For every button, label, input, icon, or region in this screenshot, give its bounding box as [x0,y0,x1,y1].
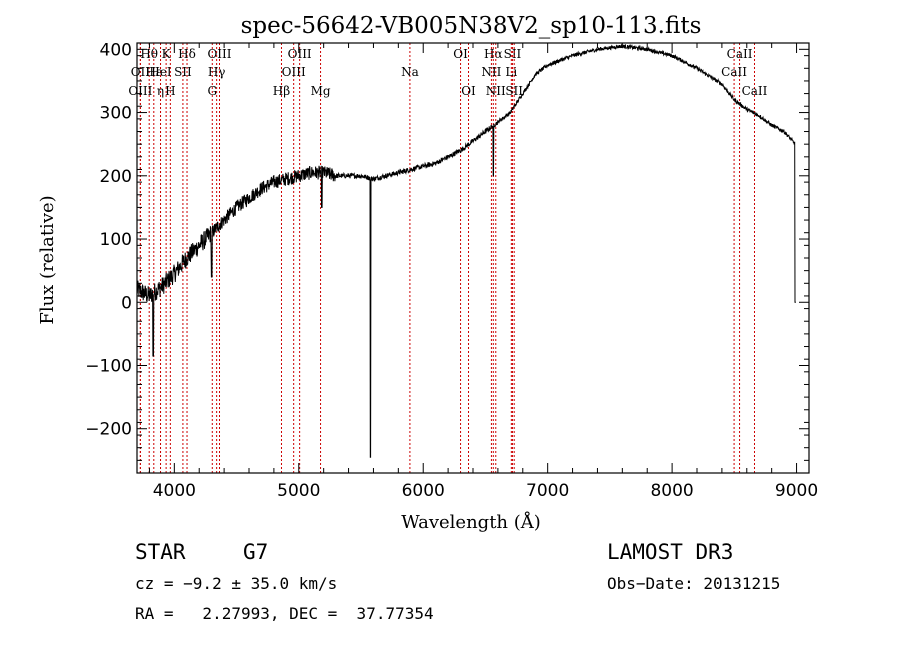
y-tick-label: 100 [100,230,132,250]
line-marker-label: HeI [149,65,172,79]
object-class: STAR [135,540,186,564]
line-marker-label: OI [453,47,468,61]
line-marker-label: Na [401,65,419,79]
y-tick-label: 0 [121,293,132,313]
y-axis-label: Flux (relative) [37,195,58,324]
line-marker-label: OI [461,84,476,98]
line-marker-label: Hβ [273,84,290,98]
y-tick-label: 200 [100,167,132,187]
coordinates-text: RA = 2.27993, DEC = 37.77354 [135,604,434,623]
line-marker-label: Li [505,65,517,79]
x-tick-label: 4000 [153,481,196,501]
line-marker-label: OIII [288,47,312,61]
x-tick-label: 9000 [775,481,818,501]
x-axis-label: Wavelength (Å) [401,511,541,533]
line-marker-label: Hγ [208,65,226,79]
line-marker-label: OIII [207,47,231,61]
line-marker-label: K [162,47,172,61]
line-marker-label: SII [174,65,192,79]
obs-date-text: Obs−Date: 20131215 [607,574,781,593]
line-marker-label: NII [481,65,501,79]
spectrum-series-line [136,42,796,458]
line-marker-label: H [165,84,175,98]
line-markers-group: HθOIIOIIIHεKηHeIHSIIHδOIIIHγGHβOIIIOIIIM… [128,43,768,473]
plot-frame [136,42,810,474]
axis-ticks-group: 4000 5000 6000 7000 8000 9000 −200 −100 0 100 200 3… [85,40,818,501]
redshift-text: cz = −9.2 ± 35.0 km/s [135,574,338,593]
line-marker-label: G [207,84,217,98]
line-marker-label: SII [505,84,523,98]
y-tick-label: 400 [100,40,132,60]
line-marker-label: CaII [727,47,753,61]
y-tick-label: −200 [85,420,132,440]
line-marker-label: Hα [484,47,503,61]
line-marker-label: SII [504,47,522,61]
line-marker-label: Mg [311,84,331,98]
line-marker-label: OIII [128,84,152,98]
line-marker-label: CaII [721,65,747,79]
y-tick-label: −100 [85,357,132,377]
object-subclass: G7 [243,540,269,564]
line-marker-label: Hθ [140,47,158,61]
line-marker-label: Hδ [178,47,196,61]
line-marker-label: NII [486,84,506,98]
line-marker-label: Hε [145,65,162,79]
line-marker-label: OIII [282,65,306,79]
y-tick-label: 300 [100,104,132,124]
x-tick-label: 5000 [277,481,320,501]
x-tick-label: 6000 [402,481,445,501]
survey-name: LAMOST DR3 [607,540,734,564]
line-marker-label: CaII [742,84,768,98]
chart-title: spec-56642-VB005N38V2_sp10-113.fits [241,13,702,39]
x-tick-label: 7000 [526,481,569,501]
x-tick-label: 8000 [650,481,693,501]
